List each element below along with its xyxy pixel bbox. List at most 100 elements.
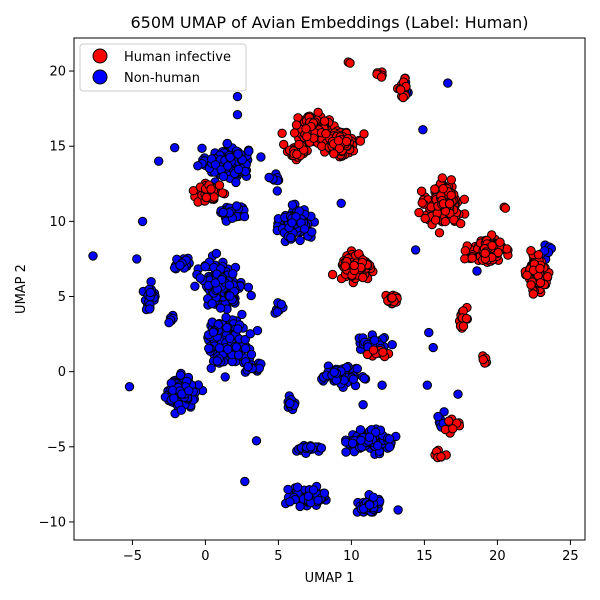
data-point-non-human — [264, 172, 274, 183]
data-point-non-human — [299, 224, 310, 234]
data-point-non-human — [303, 491, 314, 501]
data-point-non-human — [233, 324, 243, 334]
data-point-non-human — [240, 343, 251, 354]
data-point-non-human — [207, 298, 217, 309]
data-point-non-human — [124, 382, 135, 392]
data-point-non-human — [190, 281, 200, 291]
data-point-human-infective — [459, 194, 470, 205]
data-point-non-human — [433, 411, 443, 422]
plot-frame — [73, 37, 586, 541]
data-point-human-infective — [528, 289, 538, 299]
x-axis-label: UMAP 1 — [305, 571, 355, 586]
data-point-non-human — [233, 350, 244, 360]
data-point-human-infective — [444, 199, 455, 209]
data-point-human-infective — [398, 92, 408, 103]
data-point-non-human — [169, 393, 179, 403]
scatter-points — [88, 57, 556, 517]
data-point-non-human — [422, 380, 432, 390]
data-point-human-infective — [493, 247, 503, 258]
data-point-non-human — [218, 207, 228, 218]
data-point-non-human — [233, 149, 243, 159]
data-point-human-infective — [526, 280, 536, 290]
data-point-non-human — [246, 290, 256, 301]
data-point-non-human — [231, 177, 241, 188]
data-point-human-infective — [319, 116, 330, 126]
data-point-non-human — [193, 161, 203, 171]
data-point-non-human — [195, 273, 205, 283]
y-tick-label: 20 — [49, 65, 66, 80]
data-point-non-human — [387, 340, 397, 350]
data-point-human-infective — [533, 250, 544, 260]
data-point-non-human — [244, 146, 254, 156]
data-point-human-infective — [302, 131, 312, 142]
y-tick-label: 0 — [58, 365, 66, 380]
data-point-non-human — [146, 277, 156, 287]
data-point-human-infective — [444, 416, 454, 426]
y-tick-label: −10 — [39, 515, 66, 530]
data-point-non-human — [88, 251, 98, 261]
data-point-human-infective — [378, 347, 388, 357]
data-point-human-infective — [495, 237, 505, 247]
y-tick-label: 10 — [49, 215, 66, 230]
data-point-non-human — [393, 505, 403, 515]
data-point-non-human — [359, 373, 369, 384]
data-point-non-human — [232, 201, 242, 211]
data-point-non-human — [145, 304, 155, 314]
data-point-human-infective — [434, 228, 445, 238]
data-point-human-infective — [376, 72, 387, 82]
data-point-human-infective — [458, 321, 469, 331]
data-point-non-human — [316, 443, 327, 453]
data-point-human-infective — [341, 136, 352, 147]
data-point-non-human — [410, 245, 421, 255]
legend-label-non-human: Non-human — [124, 71, 200, 86]
data-point-human-infective — [438, 184, 448, 194]
data-point-human-infective — [437, 173, 447, 183]
data-point-human-infective — [456, 218, 466, 229]
legend-box — [79, 43, 247, 92]
data-point-non-human — [256, 152, 266, 162]
data-point-human-infective — [436, 452, 446, 462]
data-point-non-human — [175, 260, 185, 270]
y-tick-label: 5 — [58, 290, 66, 305]
data-point-non-human — [329, 367, 339, 377]
data-point-human-infective — [420, 213, 430, 224]
data-point-human-infective — [446, 190, 456, 201]
data-point-human-infective — [461, 313, 472, 324]
data-point-non-human — [276, 299, 287, 309]
data-point-human-infective — [349, 260, 359, 271]
data-point-non-human — [251, 436, 262, 446]
data-point-non-human — [228, 269, 238, 279]
data-point-non-human — [272, 186, 282, 196]
data-point-non-human — [443, 78, 453, 88]
chart-title: 650M UMAP of Avian Embeddings (Label: Hu… — [130, 13, 528, 32]
data-point-non-human — [424, 327, 434, 338]
data-point-non-human — [232, 91, 243, 102]
data-point-human-infective — [417, 198, 427, 208]
data-point-non-human — [439, 407, 449, 417]
data-point-human-infective — [414, 207, 424, 218]
data-point-human-infective — [542, 272, 553, 282]
data-point-human-infective — [478, 354, 488, 365]
data-point-human-infective — [430, 184, 440, 194]
data-point-non-human — [225, 333, 235, 343]
x-axis: −5 0 5 10 15 20 25 — [123, 540, 579, 564]
data-point-non-human — [356, 435, 366, 445]
data-point-non-human — [243, 361, 253, 372]
data-point-non-human — [210, 278, 221, 288]
data-point-non-human — [197, 143, 207, 154]
data-point-non-human — [272, 307, 282, 317]
data-point-human-infective — [522, 270, 532, 280]
x-tick-label: −5 — [123, 549, 142, 564]
data-point-human-infective — [368, 345, 379, 355]
data-point-non-human — [176, 405, 187, 415]
data-point-human-infective — [201, 192, 212, 203]
data-point-non-human — [243, 282, 254, 292]
data-point-human-infective — [214, 180, 225, 190]
data-point-non-human — [384, 434, 395, 444]
data-point-non-human — [246, 349, 257, 360]
data-point-non-human — [283, 484, 293, 495]
data-point-human-infective — [535, 263, 545, 274]
data-point-non-human — [206, 363, 216, 373]
data-point-non-human — [336, 198, 346, 209]
